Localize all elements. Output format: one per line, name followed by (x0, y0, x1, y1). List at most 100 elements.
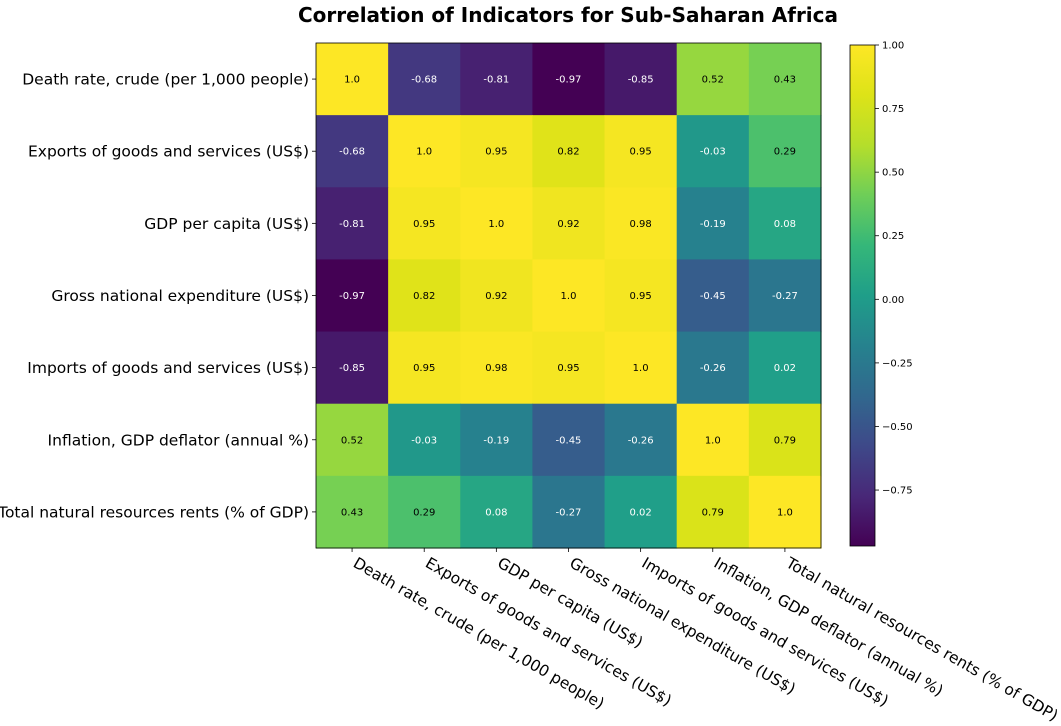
cell-value-label: -0.26 (628, 435, 654, 446)
heatmap-cell (748, 115, 822, 188)
heatmap-cell (604, 475, 678, 549)
cell-value-label: -0.27 (556, 507, 582, 518)
cell-value-label: 0.98 (485, 363, 507, 374)
cell-value-label: -0.97 (339, 291, 365, 302)
cell-value-label: 1.0 (705, 435, 721, 446)
cell-value-label: 1.0 (344, 75, 360, 86)
heatmap-cell (460, 403, 534, 477)
heatmap-cell (604, 259, 678, 333)
heatmap-cell (460, 259, 534, 333)
colorbar-tick-label: 0.25 (882, 231, 904, 242)
colorbar-tick-label: −0.50 (882, 422, 913, 433)
heatmap-cell (532, 475, 606, 549)
cell-value-label: 0.08 (485, 507, 507, 518)
heatmap-cell (532, 259, 606, 333)
cell-value-label: 0.52 (702, 75, 724, 86)
cell-value-label: 0.52 (341, 435, 363, 446)
cell-value-label: -0.97 (556, 75, 582, 86)
heatmap-cell (676, 475, 750, 549)
cell-value-label: -0.68 (339, 147, 365, 158)
heatmap-cell (604, 43, 678, 116)
heatmap-cell (676, 403, 750, 477)
colorbar-ticks: 1.00 0.75 0.50 0.25 0.00 −0.25 −0.50 −0.75 (875, 41, 913, 497)
heatmap-cell (532, 403, 606, 477)
heatmap-cell (532, 115, 606, 188)
cell-value-label: 0.43 (774, 75, 796, 86)
cell-value-label: -0.45 (556, 435, 582, 446)
cell-value-label: 0.29 (413, 507, 435, 518)
x-tick-label: Total natural resources rents (% of GDP) (782, 553, 1061, 725)
cell-value-label: 0.82 (413, 291, 435, 302)
cell-value-label: 1.0 (488, 219, 504, 230)
heatmap-cell (388, 403, 461, 477)
cell-value-label: -0.45 (700, 291, 726, 302)
heatmap-cell (388, 43, 461, 116)
heatmap-cell (388, 331, 461, 405)
heatmap-cell (460, 475, 534, 549)
heatmap-cell (316, 403, 389, 477)
heatmap-cell-labels: 1.0 -0.68 -0.81 -0.97 -0.85 0.52 0.43 -0.68 1.0 0… (339, 75, 798, 519)
heatmap-cell (388, 475, 461, 549)
cell-value-label: 1.0 (777, 507, 793, 518)
heatmap-cell (676, 187, 750, 261)
cell-value-label: -0.03 (700, 147, 726, 158)
heatmap-cell (388, 115, 461, 188)
cell-value-label: 0.95 (413, 363, 435, 374)
colorbar-tick-label: 1.00 (882, 41, 904, 52)
colorbar-tick-label: 0.50 (882, 168, 904, 179)
heatmap-cell (604, 115, 678, 188)
cell-value-label: -0.85 (339, 363, 365, 374)
colorbar-tick-label: −0.25 (882, 358, 913, 369)
cell-value-label: 0.95 (629, 291, 651, 302)
cell-value-label: 1.0 (561, 291, 577, 302)
cell-value-label: 1.0 (633, 363, 649, 374)
heatmap-cell (460, 187, 534, 261)
colorbar-gradient (849, 44, 876, 547)
chart-title: Correlation of Indicators for Sub-Sahara… (298, 3, 838, 27)
cell-value-label: 1.0 (416, 147, 432, 158)
cell-value-label: -0.19 (483, 435, 509, 446)
cell-value-label: 0.95 (557, 363, 579, 374)
cell-value-label: 0.92 (485, 291, 507, 302)
heatmap-cell (316, 115, 389, 188)
heatmap-cell (388, 187, 461, 261)
cell-value-label: 0.02 (629, 507, 651, 518)
heatmap-cell (748, 475, 822, 549)
cell-value-label: -0.27 (772, 291, 798, 302)
cell-value-label: -0.81 (483, 75, 509, 86)
cell-value-label: -0.03 (411, 435, 437, 446)
heatmap-cell (748, 331, 822, 405)
cell-value-label: 0.82 (557, 147, 579, 158)
cell-value-label: -0.81 (339, 219, 365, 230)
y-axis: Death rate, crude (per 1,000 people) Expo… (0, 71, 316, 521)
cell-value-label: -0.19 (700, 219, 726, 230)
colorbar-tick-label: 0.75 (882, 104, 904, 115)
heatmap-cell (316, 331, 389, 405)
heatmap-cells (316, 43, 822, 549)
y-tick-label: Death rate, crude (per 1,000 people) (22, 71, 309, 89)
heatmap-cell (316, 187, 389, 261)
heatmap-cell (676, 331, 750, 405)
cell-value-label: 0.79 (702, 507, 724, 518)
heatmap-cell (748, 187, 822, 261)
cell-value-label: 0.43 (341, 507, 363, 518)
cell-value-label: 0.92 (557, 219, 579, 230)
heatmap-cell (604, 403, 678, 477)
colorbar-tick-label: −0.75 (882, 486, 913, 497)
x-axis: Death rate, crude (per 1,000 people)Expo… (350, 547, 1061, 725)
y-tick-label: GDP per capita (US$) (144, 215, 309, 233)
cell-value-label: 0.08 (774, 219, 796, 230)
heatmap-cell (532, 187, 606, 261)
cell-value-label: 0.95 (413, 219, 435, 230)
heatmap-cell (316, 43, 389, 116)
cell-value-label: -0.26 (700, 363, 726, 374)
cell-value-label: -0.68 (411, 75, 437, 86)
y-tick-label: Inflation, GDP deflator (annual %) (48, 431, 309, 449)
heatmap-cell (532, 43, 606, 116)
y-tick-label: Total natural resources rents (% of GDP) (0, 503, 309, 521)
cell-value-label: -0.85 (628, 75, 654, 86)
cell-value-label: 0.95 (629, 147, 651, 158)
y-tick-label: Imports of goods and services (US$) (27, 359, 309, 377)
y-tick-label: Exports of goods and services (US$) (28, 143, 309, 161)
cell-value-label: 0.98 (629, 219, 651, 230)
